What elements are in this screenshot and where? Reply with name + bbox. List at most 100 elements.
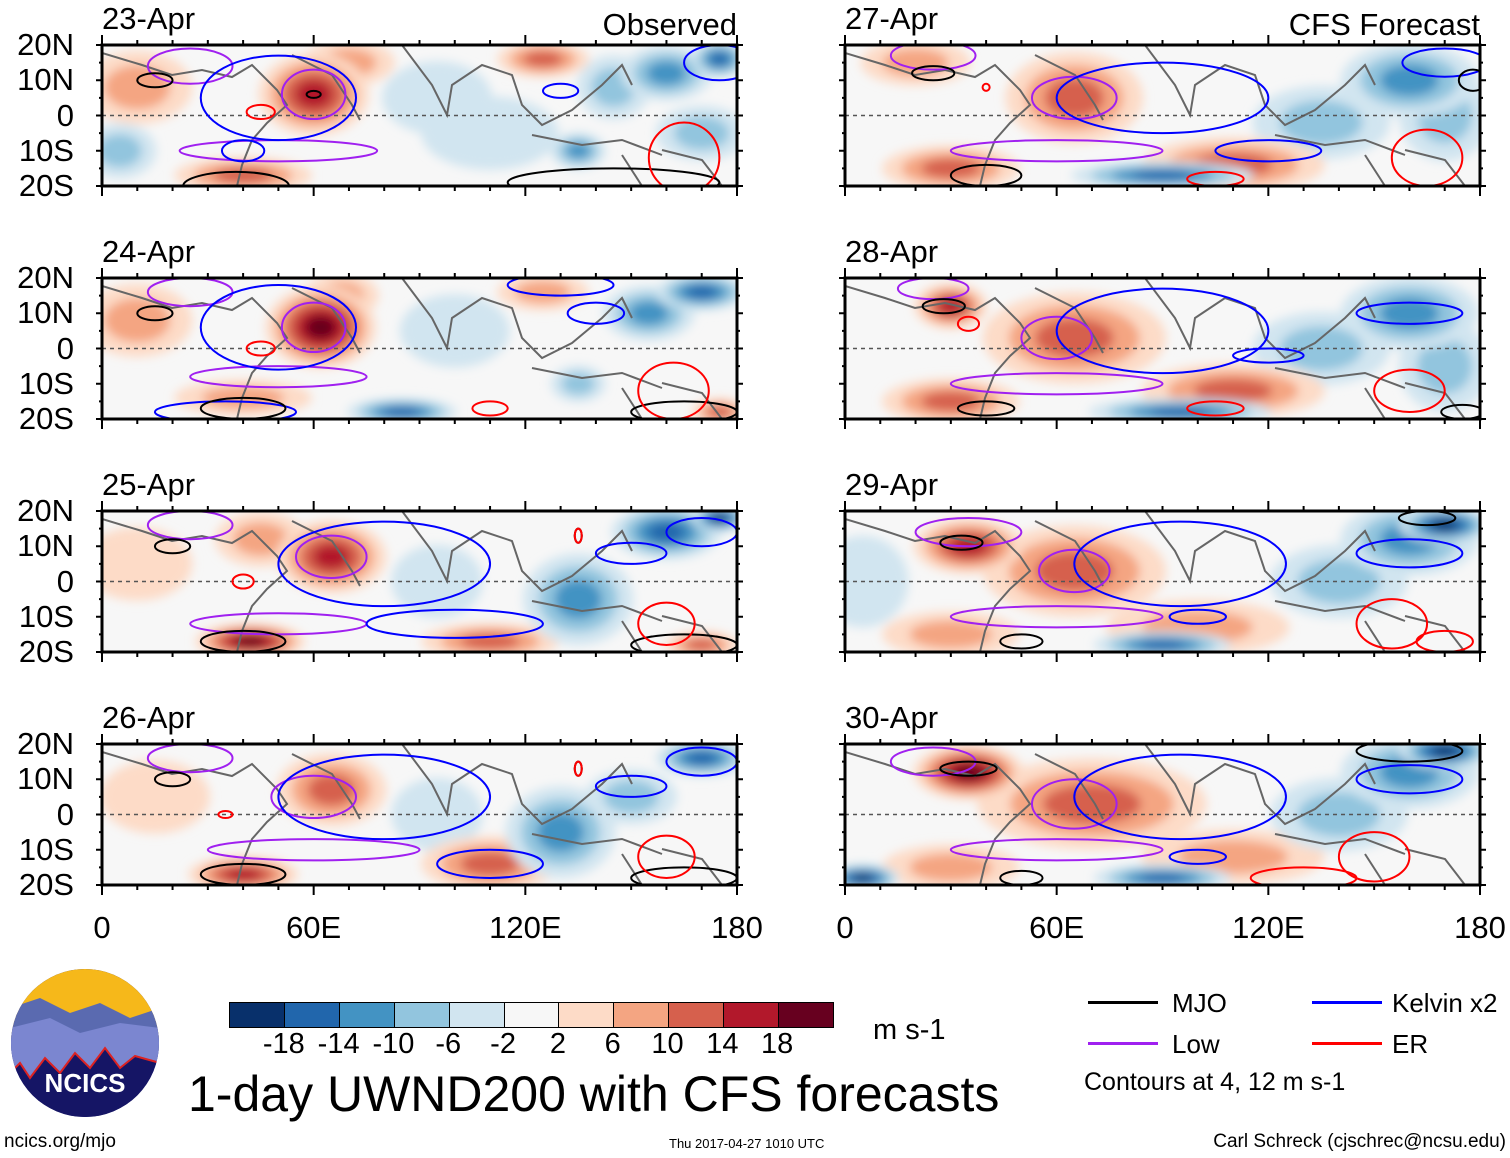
mjo-contour: [199, 396, 287, 419]
panel-date: 27-Apr: [845, 1, 939, 36]
colorbar-label: -6: [435, 1028, 462, 1060]
low-contour: [146, 47, 234, 85]
colorbar-swatch: [394, 1003, 450, 1027]
kelvin-contour: [277, 520, 492, 608]
anomaly-cell: [909, 853, 993, 882]
mjo-contour: [956, 400, 1016, 417]
lon-tick-label: 0: [836, 910, 854, 945]
legend-line-er: [1312, 1042, 1382, 1045]
low-contour: [949, 605, 1164, 629]
kelvin-contour: [683, 45, 737, 82]
mjo-contour: [939, 760, 998, 777]
colorbar-label: 6: [604, 1028, 621, 1060]
er-contour: [1415, 629, 1474, 652]
kelvin-contour: [277, 753, 492, 841]
er-contour: [471, 400, 509, 417]
kelvin-contour: [220, 139, 266, 163]
anomaly-cell: [104, 298, 171, 343]
anomaly-cell: [1139, 640, 1186, 650]
er-contour: [647, 121, 721, 186]
low-contour: [1030, 778, 1118, 830]
anomaly-cell: [629, 301, 669, 326]
legend-line-mjo: [1088, 1001, 1158, 1004]
colorbar-label: 14: [706, 1028, 739, 1060]
anomaly-cell: [523, 51, 563, 67]
lon-tick-label: 120E: [489, 910, 562, 945]
panel-date: 29-Apr: [845, 467, 939, 502]
anomaly-cell: [399, 294, 510, 368]
kelvin-contour: [1214, 139, 1323, 163]
colorbar-swatch: [669, 1003, 725, 1027]
mjo-contour: [199, 629, 287, 652]
legend-label-low: Low: [1172, 1029, 1220, 1059]
anomaly-cell: [1042, 784, 1142, 824]
kelvin-contour: [365, 608, 544, 639]
er-contour: [217, 809, 234, 820]
mjo-contour: [199, 862, 287, 885]
low-contour: [1020, 315, 1093, 361]
anomaly-cell: [213, 167, 273, 184]
anomaly-cell: [845, 535, 909, 628]
anomaly-cell: [1379, 64, 1439, 96]
coastline: [102, 744, 723, 885]
anomaly-cell: [566, 142, 591, 159]
lat-tick-label: 10S: [18, 132, 74, 168]
colorbar-swatch: [230, 1003, 285, 1027]
anomaly-cell: [391, 544, 483, 619]
lat-tick-label: 10S: [18, 831, 74, 867]
colorbar-label: -10: [372, 1028, 415, 1060]
lon-tick-label: 60E: [1029, 910, 1085, 945]
kelvin-contour: [1355, 301, 1464, 325]
legend-label-mjo: MJO: [1172, 988, 1227, 1018]
lat-tick-label: 20S: [18, 401, 74, 436]
colorbar-swatch: [504, 1003, 560, 1027]
map-panel: [839, 268, 1486, 429]
colorbar-swatch: [284, 1003, 340, 1027]
anomaly-cell: [312, 544, 350, 570]
mjo-contour: [949, 163, 1023, 186]
low-contour: [949, 372, 1164, 396]
map-panel: [96, 35, 743, 196]
anomaly-cell: [515, 281, 571, 304]
anomaly-cell: [921, 158, 981, 179]
lat-tick-label: 20S: [18, 634, 74, 669]
low-contour: [280, 301, 347, 354]
anomaly-cell: [1044, 78, 1104, 118]
mjo-contour: [136, 72, 174, 89]
er-contour: [1186, 400, 1245, 417]
anomaly-cell: [909, 620, 993, 649]
lat-tick-label: 10N: [17, 761, 74, 797]
low-contour: [295, 534, 368, 579]
coastline: [102, 511, 723, 652]
kelvin-contour: [1232, 347, 1305, 364]
mjo-contour: [921, 298, 966, 315]
lon-tick-label: 180: [1454, 910, 1506, 945]
low-contour: [949, 838, 1164, 862]
colorbar-label: -14: [317, 1028, 360, 1060]
lat-tick-label: 10N: [17, 62, 74, 98]
anomaly-cell: [1131, 170, 1194, 181]
anomaly-cell: [305, 316, 336, 339]
low-contour: [206, 838, 421, 862]
low-contour: [914, 517, 1023, 548]
anomaly-cell: [235, 636, 266, 647]
er-contour: [1390, 128, 1464, 186]
coastline: [845, 45, 1466, 186]
anomaly-cell: [685, 639, 718, 651]
lat-tick-label: 20S: [18, 168, 74, 203]
kelvin-contour: [1401, 47, 1480, 78]
map-panel: [839, 501, 1486, 662]
mjo-contour: [153, 771, 192, 788]
website-link[interactable]: ncics.org/mjo: [4, 1131, 116, 1152]
ncics-logo: NCICS: [11, 969, 159, 1117]
author: Carl Schreck (cjschrec@ncsu.edu): [1213, 1131, 1506, 1152]
kelvin-contour: [199, 54, 357, 142]
mjo-contour: [153, 538, 192, 555]
map-panel: [839, 734, 1486, 895]
map-panel: [96, 734, 743, 895]
anomaly-cell: [1297, 559, 1381, 604]
anomaly-cell: [391, 777, 483, 852]
lon-tick-label: 120E: [1232, 910, 1305, 945]
panel-date: 30-Apr: [845, 700, 939, 735]
anomaly-cell: [646, 61, 687, 85]
